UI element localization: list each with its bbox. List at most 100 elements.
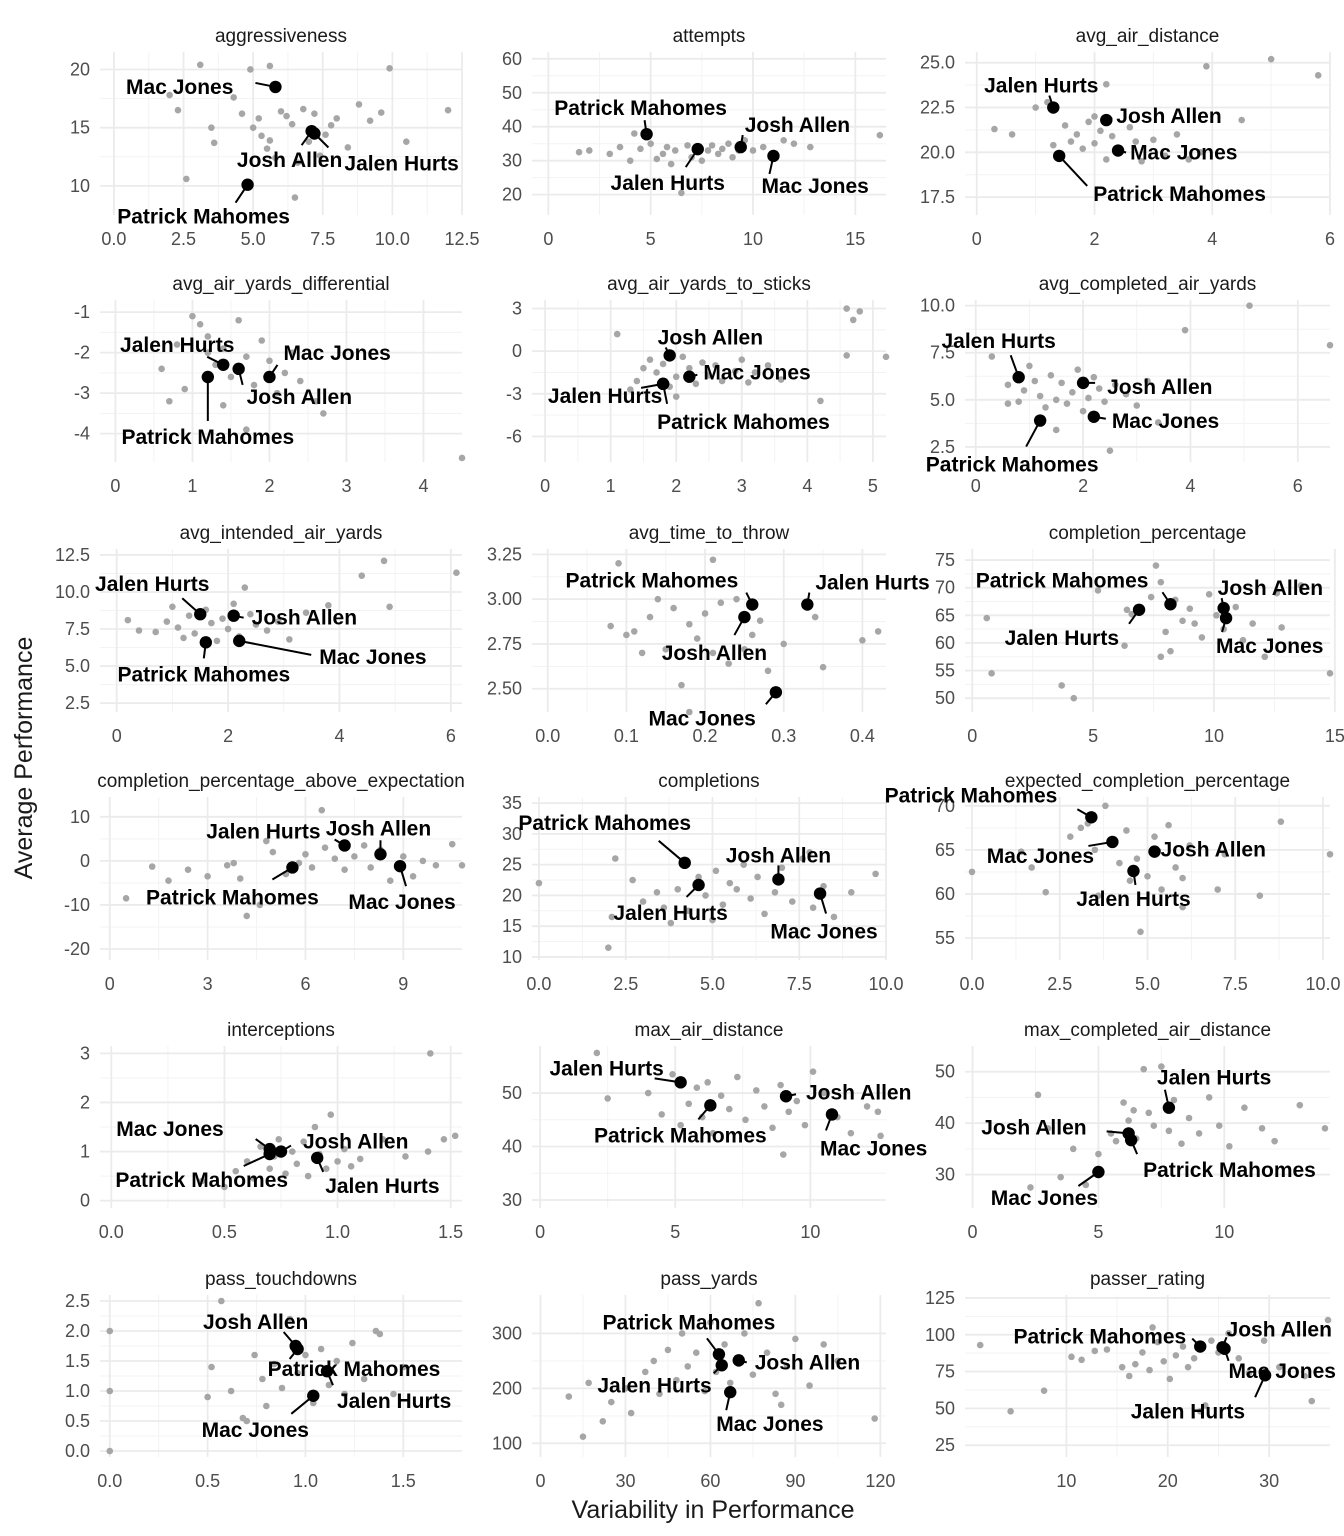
data-point <box>1004 381 1012 389</box>
panel-title: completions <box>658 771 759 792</box>
panel-pass-yards: 0 30 60 90 120 100 200 300 pass_yards Patrick Mah… <box>492 1269 895 1491</box>
player-label-jalen-hurts: Jalen Hurts <box>1005 627 1119 650</box>
data-point <box>565 1393 573 1400</box>
data-point <box>367 864 374 871</box>
data-point <box>686 708 693 716</box>
x-tick-label: 30 <box>615 1471 635 1491</box>
player-label-mac-jones: Mac Jones <box>1216 635 1323 658</box>
player-label-patrick-mahomes: Patrick Mahomes <box>146 886 319 909</box>
data-point <box>1196 1408 1204 1415</box>
y-tick-label: 100 <box>492 1433 522 1453</box>
data-point <box>427 1050 434 1057</box>
x-tick-label: 10 <box>1204 726 1224 746</box>
x-tick-label: 4 <box>1185 476 1195 496</box>
player-label-jalen-hurts: Jalen Hurts <box>337 1390 451 1413</box>
background-points <box>968 802 1334 936</box>
data-point <box>1296 1101 1304 1109</box>
data-point <box>777 376 785 383</box>
data-point <box>698 157 706 164</box>
panel-completions: 0.0 2.5 5.0 7.5 10.0 10 15 20 25 30 35 completions P… <box>502 771 904 994</box>
highlight-point-patrick-mahomes <box>263 1147 276 1161</box>
y-tick-label: -1 <box>74 302 90 322</box>
data-point <box>1161 152 1169 160</box>
data-point <box>1147 593 1155 601</box>
data-point <box>638 649 646 657</box>
data-point <box>183 175 190 183</box>
panels-layer: 0.0 2.5 5.0 7.5 10.0 12.5101520aggressiveness… <box>55 26 1344 1491</box>
x-tick-label: 2 <box>264 476 274 496</box>
x-tick-label: 0.0 <box>535 726 560 746</box>
highlight-point-mac-jones <box>1106 835 1119 849</box>
x-tick-label: 60 <box>700 1471 720 1491</box>
data-point <box>1095 892 1102 899</box>
x-tick-label: 9 <box>398 974 408 994</box>
data-point <box>1125 1117 1132 1124</box>
player-label-jalen-hurts: Jalen Hurts <box>548 385 662 408</box>
x-tick-label: 6 <box>1325 229 1335 249</box>
data-point <box>843 352 850 359</box>
data-point <box>859 637 866 644</box>
data-point <box>1150 136 1157 144</box>
data-point <box>402 1153 409 1160</box>
data-point <box>166 91 173 99</box>
data-point <box>263 627 271 634</box>
highlight-point-jalen-hurts <box>194 608 207 621</box>
data-point <box>693 1084 701 1092</box>
data-point <box>1069 389 1076 396</box>
y-tick-label: 75 <box>935 550 955 570</box>
panel-title: attempts <box>673 26 746 47</box>
player-label-mac-jones: Mac Jones <box>648 707 755 730</box>
y-tick-label: -2 <box>74 343 90 363</box>
y-tick-label: 10.0 <box>55 582 90 602</box>
data-point <box>830 913 838 921</box>
data-point <box>1226 1142 1233 1150</box>
data-point <box>208 124 215 131</box>
data-point <box>294 1369 301 1377</box>
data-point <box>198 1177 206 1185</box>
minor-grid <box>100 300 462 462</box>
data-point <box>653 369 660 376</box>
data-point <box>659 150 667 158</box>
data-point <box>347 1162 355 1170</box>
y-tick-label: 300 <box>492 1323 522 1343</box>
data-point <box>882 353 890 361</box>
highlight-point-patrick-mahomes <box>678 856 691 870</box>
data-point <box>623 631 630 639</box>
data-point <box>219 615 226 622</box>
data-point <box>1036 392 1044 400</box>
data-point <box>1094 587 1102 594</box>
player-label-patrick-mahomes: Patrick Mahomes <box>885 784 1058 807</box>
highlight-point-jalen-hurts <box>801 598 814 611</box>
data-point <box>281 369 289 377</box>
panel-avg-air-distance: 0 2 4 6 17.5 20.0 22.5 25.0 avg_air_distance Jale… <box>920 26 1335 249</box>
y-tick-label: 17.5 <box>920 187 955 207</box>
data-point <box>185 612 193 619</box>
highlight-point-jalen-hurts <box>1258 1369 1272 1382</box>
data-point <box>270 1360 278 1368</box>
data-point <box>349 1339 356 1347</box>
player-label-josh-allen: Josh Allen <box>237 149 342 172</box>
data-point <box>656 1390 663 1398</box>
y-tick-label: 25 <box>935 1435 955 1455</box>
data-point <box>627 386 634 393</box>
data-point <box>1007 1408 1014 1415</box>
data-point <box>165 877 172 885</box>
data-point <box>1077 824 1085 832</box>
data-point <box>778 864 786 872</box>
data-point <box>316 152 324 159</box>
x-tick-label: 0 <box>968 1222 978 1242</box>
x-tick-label: 10 <box>743 229 763 249</box>
data-point <box>1015 398 1022 406</box>
data-point <box>322 1165 330 1173</box>
data-point <box>699 359 706 366</box>
data-point <box>1126 877 1134 885</box>
data-point <box>1133 402 1141 409</box>
data-point <box>321 844 329 851</box>
data-point <box>341 866 348 873</box>
data-point <box>780 136 787 144</box>
data-point <box>769 1124 776 1132</box>
highlight-point-patrick-mahomes <box>656 377 670 391</box>
data-point <box>305 138 313 145</box>
data-point <box>399 1363 407 1371</box>
data-point <box>672 393 680 400</box>
